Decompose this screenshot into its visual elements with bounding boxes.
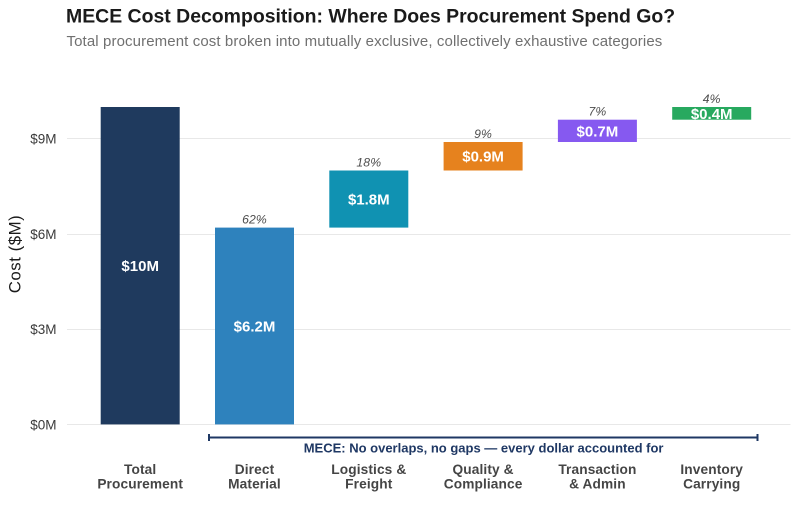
svg-text:Compliance: Compliance xyxy=(444,476,523,491)
svg-text:4%: 4% xyxy=(703,92,721,106)
svg-text:Total procurement cost broken: Total procurement cost broken into mutua… xyxy=(67,33,663,50)
svg-text:MECE: No overlaps, no gaps — e: MECE: No overlaps, no gaps — every dolla… xyxy=(304,441,664,456)
svg-text:Transaction: Transaction xyxy=(558,462,636,477)
svg-text:Carrying: Carrying xyxy=(683,476,740,491)
svg-text:Total: Total xyxy=(124,462,156,477)
svg-text:Inventory: Inventory xyxy=(680,462,743,477)
svg-text:& Admin: & Admin xyxy=(569,476,626,491)
svg-text:$6.2M: $6.2M xyxy=(234,319,276,336)
svg-text:Freight: Freight xyxy=(345,476,393,491)
svg-text:Logistics &: Logistics & xyxy=(331,462,406,477)
svg-text:$10M: $10M xyxy=(121,258,159,275)
svg-text:$9M: $9M xyxy=(30,132,56,147)
svg-text:$1.8M: $1.8M xyxy=(348,192,390,209)
svg-text:Direct: Direct xyxy=(235,462,275,477)
svg-text:Material: Material xyxy=(228,476,281,491)
svg-text:18%: 18% xyxy=(356,156,381,170)
svg-text:7%: 7% xyxy=(588,105,606,119)
svg-text:MECE Cost Decomposition: Where: MECE Cost Decomposition: Where Does Proc… xyxy=(66,6,675,28)
svg-text:9%: 9% xyxy=(474,127,492,141)
svg-text:Cost ($M): Cost ($M) xyxy=(6,215,25,294)
svg-text:$0M: $0M xyxy=(30,417,56,432)
svg-text:Quality &: Quality & xyxy=(453,462,514,477)
svg-text:$0.9M: $0.9M xyxy=(462,149,504,166)
svg-text:$3M: $3M xyxy=(30,322,56,337)
svg-text:$6M: $6M xyxy=(30,227,56,242)
svg-text:62%: 62% xyxy=(242,213,267,227)
svg-text:Procurement: Procurement xyxy=(97,476,183,491)
svg-text:$0.7M: $0.7M xyxy=(577,123,619,140)
svg-text:$0.4M: $0.4M xyxy=(691,106,733,123)
